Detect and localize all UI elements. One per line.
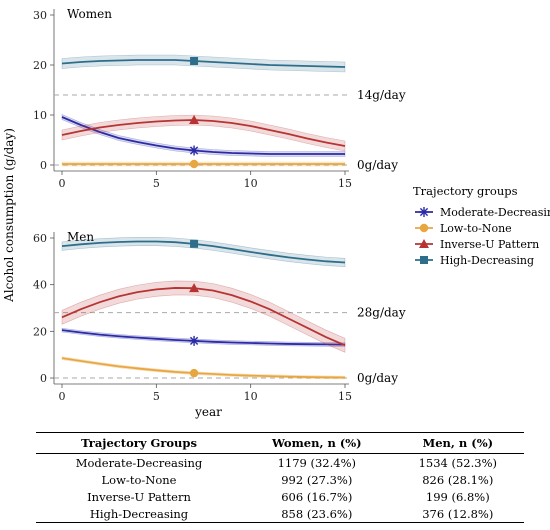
y-tick-label: 40 xyxy=(33,279,47,292)
y-tick-label: 20 xyxy=(33,325,47,338)
low-to-none-marker xyxy=(189,159,199,169)
legend-moderate-decreasing-marker xyxy=(419,207,429,217)
legend-low-to-none-marker xyxy=(419,223,429,233)
high-decreasing-line xyxy=(61,59,346,68)
x-tick-label: 5 xyxy=(153,390,160,403)
table-cell-women: 1179 (32.4%) xyxy=(277,455,357,470)
legend-title: Trajectory groups xyxy=(413,184,518,198)
y-tick-label: 60 xyxy=(33,232,47,245)
table-cell-men: 826 (28.1%) xyxy=(422,472,494,487)
x-tick-label: 0 xyxy=(59,390,66,403)
low-to-none-marker xyxy=(189,368,199,378)
high-decreasing-marker xyxy=(190,57,199,65)
column-header-groups: Trajectory Groups xyxy=(36,432,242,454)
column-header-men: Men, n (%) xyxy=(391,432,524,454)
y-axis-title: Alcohol consumption (g/day) xyxy=(2,128,16,303)
low-to-none-line xyxy=(61,357,346,379)
x-tick-label: 5 xyxy=(153,177,160,190)
inverse-u-pattern-marker xyxy=(189,283,200,293)
legend-inverse-u-pattern-label: Inverse-U Pattern xyxy=(440,238,539,251)
table-cell-men: 199 (6.8%) xyxy=(425,489,490,504)
trajectory-summary-table: Trajectory Groups Women, n (%) Men, n (%… xyxy=(36,432,524,523)
table-cell-men: 1534 (52.3%) xyxy=(418,455,498,470)
x-tick-label: 15 xyxy=(338,177,352,190)
x-tick-label: 15 xyxy=(338,390,352,403)
x-tick-label: 0 xyxy=(59,177,66,190)
x-tick-label: 10 xyxy=(244,390,258,403)
table-cell-women: 606 (16.7%) xyxy=(281,489,353,504)
table-row: Inverse-U Pattern 606 (16.7%) 199 (6.8%) xyxy=(36,488,524,505)
inverse-u-pattern-marker xyxy=(189,115,200,124)
moderate-decreasing-marker xyxy=(189,335,200,346)
column-header-women: Women, n (%) xyxy=(242,432,392,454)
y-tick-label: 0 xyxy=(40,159,47,172)
legend-high-decreasing-label: High-Decreasing xyxy=(440,254,534,267)
table-cell-group: Low-to-None xyxy=(101,472,177,487)
y-tick-label: 10 xyxy=(33,109,47,122)
high-decreasing-marker xyxy=(190,239,199,248)
inverse-u-pattern-confidence-band xyxy=(61,280,346,353)
y-tick-label: 30 xyxy=(33,9,47,22)
table-row: Low-to-None 992 (27.3%) 826 (28.1%) xyxy=(36,471,524,488)
men-panel: 0 20 40 60 0 5 10 15 28g/day 0g/day Men year xyxy=(33,230,406,419)
moderate-decreasing-confidence-band xyxy=(61,327,346,347)
reference-line-label: 0g/day xyxy=(357,371,398,385)
reference-line-label: 14g/day xyxy=(357,88,406,102)
moderate-decreasing-line xyxy=(61,116,345,155)
panel-title: Women xyxy=(67,7,112,21)
high-decreasing-line xyxy=(61,240,346,264)
inverse-u-pattern-line xyxy=(61,287,346,347)
legend-inverse-u-pattern-marker xyxy=(419,239,429,248)
legend: Trajectory groups Moderate-Decreasing Low-… xyxy=(413,184,550,267)
table-cell-group: Moderate-Decreasing xyxy=(75,455,203,470)
legend-high-decreasing-marker xyxy=(420,256,428,264)
x-tick-label: 10 xyxy=(244,177,258,190)
table-row: High-Decreasing 858 (23.6%) 376 (12.8%) xyxy=(36,505,524,523)
table-cell-group: High-Decreasing xyxy=(36,505,242,523)
table-row: Moderate-Decreasing 1179 (32.4%) 1534 (5… xyxy=(36,454,524,472)
y-tick-label: 0 xyxy=(40,372,47,385)
legend-low-to-none-label: Low-to-None xyxy=(440,222,512,235)
inverse-u-pattern-line xyxy=(61,119,346,147)
moderate-decreasing-line xyxy=(61,329,346,346)
high-decreasing-confidence-band xyxy=(61,54,346,73)
reference-line-label: 28g/day xyxy=(357,306,406,320)
panel-title: Men xyxy=(67,230,94,244)
moderate-decreasing-confidence-band xyxy=(61,114,346,157)
table-cell-men: 376 (12.8%) xyxy=(391,505,524,523)
x-axis-title: year xyxy=(194,405,222,419)
legend-moderate-decreasing-label: Moderate-Decreasing xyxy=(440,206,550,219)
reference-line-label: 0g/day xyxy=(357,158,398,172)
table-cell-women: 992 (27.3%) xyxy=(281,472,353,487)
women-panel: 0 10 20 30 0 5 10 15 14g/day 0g/day Women xyxy=(33,7,406,190)
moderate-decreasing-marker xyxy=(189,145,200,156)
table-cell-group: Inverse-U Pattern xyxy=(87,489,191,504)
y-tick-label: 20 xyxy=(33,59,47,72)
table-cell-women: 858 (23.6%) xyxy=(242,505,392,523)
low-to-none-confidence-band xyxy=(61,356,346,380)
high-decreasing-confidence-band xyxy=(61,237,346,268)
table-header-row: Trajectory Groups Women, n (%) Men, n (%… xyxy=(36,432,524,454)
